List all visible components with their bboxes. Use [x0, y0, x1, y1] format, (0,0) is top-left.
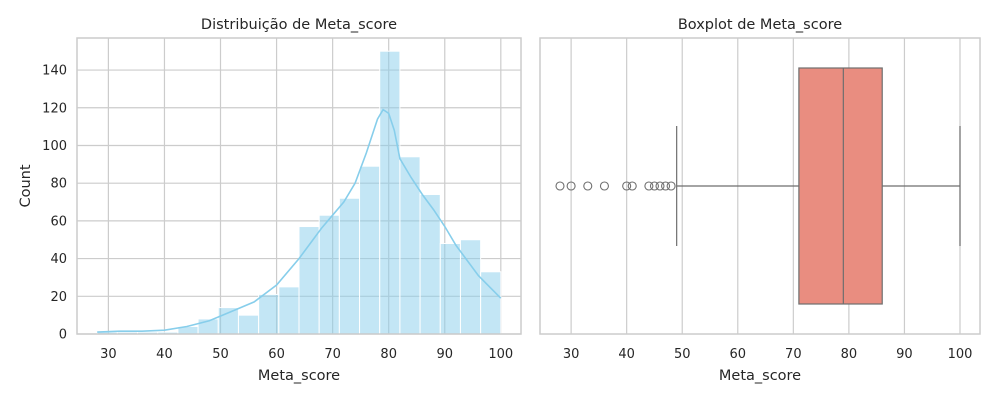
- histogram-bar: [278, 286, 300, 335]
- boxplot-x-tick-labels: 30 40 50 60 70 80 90 100: [563, 347, 973, 362]
- boxplot-outlier-point: [555, 181, 565, 191]
- boxplot-x-tick-label: 80: [841, 347, 858, 362]
- boxplot-x-axis-label: Meta_score: [719, 368, 801, 384]
- histogram-x-tick-label: 100: [488, 347, 513, 362]
- histogram-x-axis-label: Meta_score: [258, 368, 340, 384]
- boxplot-x-tick-label: 30: [563, 347, 580, 362]
- kde-curve: [97, 108, 502, 333]
- boxplot-x-tick-label: 60: [730, 347, 747, 362]
- boxplot-frame: [539, 37, 981, 335]
- histogram-bar: [217, 307, 239, 335]
- boxplot-outlier-point: [599, 181, 609, 191]
- histogram-bar: [237, 314, 260, 335]
- boxplot-title: Boxplot de Meta_score: [678, 17, 842, 33]
- histogram-bars: [96, 50, 502, 335]
- boxplot-x-tick-label: 90: [896, 347, 913, 362]
- boxplot-outlier-point: [661, 181, 671, 191]
- histogram-x-tick-label: 90: [436, 347, 453, 362]
- boxplot-outlier-point: [622, 181, 632, 191]
- histogram-bar: [338, 197, 361, 335]
- histogram-y-tick-label: 80: [50, 177, 67, 192]
- boxplot-x-tick-label: 100: [948, 347, 973, 362]
- histogram-x-tick-label: 70: [324, 347, 341, 362]
- histogram-y-tick-label: 20: [50, 290, 67, 305]
- histogram-y-tick-label: 40: [50, 252, 67, 267]
- histogram-x-tick-label: 30: [100, 347, 117, 362]
- histogram-y-tick-label: 120: [42, 101, 67, 116]
- boxplot-outlier-point: [583, 181, 593, 191]
- histogram-bar: [439, 243, 461, 335]
- histogram-y-tick-label: 140: [42, 64, 67, 79]
- histogram-y-axis-label: Count: [18, 164, 34, 207]
- histogram-bar: [379, 50, 401, 335]
- boxplot-x-tick-label: 40: [618, 347, 635, 362]
- boxplot-x-tick-label: 70: [785, 347, 802, 362]
- histogram-y-tick-labels: 0 20 40 60 80 100 120 140: [42, 64, 67, 343]
- boxplot-panel: Boxplot de Meta_score 30 40 50 60 70 80 90 100 …: [539, 17, 981, 384]
- boxplot-marks: [555, 67, 961, 305]
- boxplot-box: [798, 67, 883, 305]
- boxplot-outlier-point: [666, 181, 676, 191]
- boxplot-outlier-point: [655, 181, 665, 191]
- histogram-x-tick-label: 80: [380, 347, 397, 362]
- histogram-bar: [258, 293, 280, 335]
- histogram-panel: Distribuição de Meta_score 30 40 50 60 70 80 9…: [18, 17, 522, 384]
- histogram-y-tick-label: 60: [50, 214, 67, 229]
- histogram-x-tick-label: 40: [156, 347, 173, 362]
- boxplot-outlier-point: [644, 181, 654, 191]
- histogram-y-tick-label: 0: [59, 328, 67, 343]
- histogram-bar: [359, 165, 381, 335]
- boxplot-outlier-point: [649, 181, 659, 191]
- histogram-x-tick-label: 50: [212, 347, 229, 362]
- histogram-bar: [459, 239, 482, 335]
- boxplot-x-tick-label: 50: [674, 347, 691, 362]
- histogram-bar: [298, 226, 320, 335]
- histogram-frame: [76, 37, 522, 335]
- histogram-title: Distribuição de Meta_score: [201, 17, 397, 33]
- boxplot-outlier-point: [627, 181, 637, 191]
- histogram-x-tick-label: 60: [268, 347, 285, 362]
- histogram-bar: [318, 214, 340, 335]
- histogram-y-tick-label: 100: [42, 139, 67, 154]
- histogram-x-tick-labels: 30 40 50 60 70 80 90 100: [100, 347, 513, 362]
- histogram-bar: [399, 156, 421, 335]
- boxplot-outlier-point: [566, 181, 576, 191]
